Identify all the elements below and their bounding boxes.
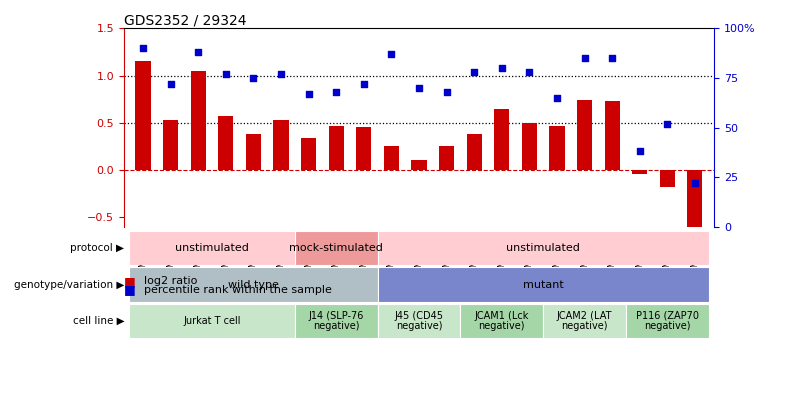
Point (385, 51, 397, 58)
Text: wild type: wild type (228, 279, 279, 290)
Text: mutant: mutant (523, 279, 563, 290)
Text: unstimulated: unstimulated (506, 243, 580, 253)
Point (661, 120, 674, 127)
Bar (377, 231, 709, 265)
Point (164, 81, 177, 87)
Point (219, 71, 232, 77)
Bar (626, 304, 709, 338)
Point (606, 55, 618, 61)
Text: JCAM1 (Lck
negative): JCAM1 (Lck negative) (475, 311, 529, 331)
Text: GSM89772: GSM89772 (690, 230, 699, 279)
Text: GSM89761: GSM89761 (470, 230, 479, 279)
Text: unstimulated: unstimulated (175, 243, 249, 253)
Text: GSM89766: GSM89766 (552, 230, 562, 279)
Text: GSM89753: GSM89753 (304, 230, 313, 279)
Text: JCAM2 (LAT
negative): JCAM2 (LAT negative) (557, 311, 612, 331)
Point (440, 89, 453, 95)
Bar (301, 138, 316, 170)
Bar (294, 231, 377, 265)
Bar (577, 100, 592, 170)
Bar (549, 126, 564, 170)
Text: percentile rank within the sample: percentile rank within the sample (144, 285, 331, 294)
Bar (136, 62, 151, 170)
Text: GSM89769: GSM89769 (663, 230, 672, 279)
Point (523, 69, 535, 75)
Text: cell line ▶: cell line ▶ (73, 316, 124, 326)
Bar (660, 170, 675, 187)
Text: GSM89763: GSM89763 (497, 230, 506, 279)
Text: GDS2352 / 29324: GDS2352 / 29324 (124, 13, 247, 27)
Text: GSM89773: GSM89773 (525, 230, 534, 279)
Bar (218, 116, 233, 170)
Bar (467, 134, 482, 170)
Point (192, 49, 204, 55)
Bar (129, 267, 377, 302)
Bar (632, 170, 647, 174)
Bar (163, 120, 178, 170)
Text: GSM89758: GSM89758 (442, 230, 451, 279)
Text: GSM89759: GSM89759 (221, 230, 231, 279)
Bar (411, 160, 427, 170)
Bar (191, 71, 206, 170)
Text: ■: ■ (124, 275, 136, 288)
Bar (522, 123, 537, 170)
Bar (384, 145, 399, 170)
Text: J45 (CD45
negative): J45 (CD45 negative) (394, 311, 444, 331)
Text: genotype/variation ▶: genotype/variation ▶ (14, 279, 124, 290)
Text: GSM89756: GSM89756 (387, 230, 396, 279)
Bar (274, 120, 289, 170)
Point (302, 91, 315, 97)
Text: GSM89768: GSM89768 (580, 230, 589, 279)
Text: P116 (ZAP70
negative): P116 (ZAP70 negative) (636, 311, 699, 331)
Point (468, 69, 480, 75)
Text: GSM89762: GSM89762 (139, 230, 148, 279)
Bar (377, 267, 709, 302)
Bar (129, 304, 294, 338)
Text: GSM89755: GSM89755 (332, 230, 341, 279)
Text: ■: ■ (124, 283, 136, 296)
Bar (605, 101, 620, 170)
Text: GSM89767: GSM89767 (194, 230, 203, 279)
Text: GSM89771: GSM89771 (359, 230, 368, 279)
Text: GSM89764: GSM89764 (276, 230, 286, 279)
Point (634, 148, 646, 155)
Point (358, 81, 370, 87)
Text: Jurkat T cell: Jurkat T cell (184, 316, 241, 326)
Text: mock-stimulated: mock-stimulated (289, 243, 383, 253)
Point (689, 180, 701, 186)
Bar (377, 304, 460, 338)
Point (275, 71, 287, 77)
Text: GSM89765: GSM89765 (166, 230, 175, 279)
Point (551, 94, 563, 101)
Bar (329, 126, 344, 170)
Text: GSM89757: GSM89757 (414, 230, 424, 279)
Bar (687, 170, 702, 229)
Text: GSM89754: GSM89754 (635, 230, 644, 279)
Point (496, 65, 508, 71)
Text: GSM89760: GSM89760 (249, 230, 258, 279)
Bar (543, 304, 626, 338)
Bar (129, 231, 294, 265)
Point (413, 85, 425, 91)
Point (247, 75, 260, 81)
Text: protocol ▶: protocol ▶ (70, 243, 124, 253)
Bar (439, 147, 454, 170)
Bar (494, 109, 509, 170)
Bar (460, 304, 543, 338)
Point (136, 45, 149, 51)
Text: J14 (SLP-76
negative): J14 (SLP-76 negative) (309, 311, 364, 331)
Point (578, 55, 591, 61)
Bar (294, 304, 377, 338)
Text: log2 ratio: log2 ratio (144, 277, 197, 286)
Point (330, 89, 342, 95)
Text: GSM89770: GSM89770 (607, 230, 617, 279)
Bar (246, 134, 261, 170)
Bar (356, 127, 371, 170)
